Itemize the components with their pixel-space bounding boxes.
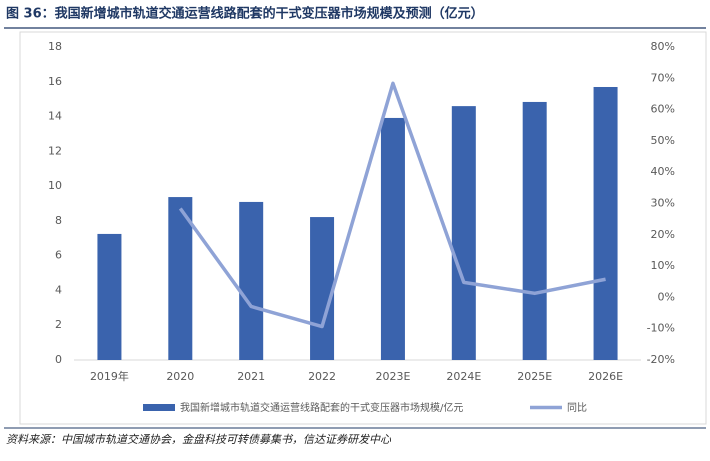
x-tick-label: 2023E xyxy=(375,370,410,383)
chart-frame xyxy=(19,31,707,425)
x-tick-label: 2022 xyxy=(308,370,336,383)
x-tick-label: 2024E xyxy=(446,370,481,383)
y2-tick-label: 50% xyxy=(651,134,675,147)
bar xyxy=(239,201,264,360)
y2-tick-label: 40% xyxy=(651,165,675,178)
y-tick-label: 14 xyxy=(48,110,62,123)
legend-label: 同比 xyxy=(567,402,587,414)
y2-tick-label: 10% xyxy=(651,259,675,272)
x-tick-label: 2026E xyxy=(588,370,623,383)
legend-label: 我国新增城市轨道交通运营线路配套的干式变压器市场规模/亿元 xyxy=(180,401,463,414)
bar xyxy=(451,106,476,360)
y-tick-label: 18 xyxy=(48,40,62,53)
y-tick-label: 2 xyxy=(55,318,62,331)
y2-tick-label: 80% xyxy=(651,40,675,53)
chart-title: 图 36：我国新增城市轨道交通运营线路配套的干式变压器市场规模及预测（亿元） xyxy=(6,6,484,22)
legend-swatch xyxy=(143,404,175,411)
bar xyxy=(380,117,405,361)
y-tick-label: 10 xyxy=(48,179,62,192)
bar xyxy=(593,86,618,360)
bar xyxy=(522,101,547,361)
bar xyxy=(310,217,335,360)
y2-tick-label: -10% xyxy=(647,322,675,335)
y-tick-label: 8 xyxy=(55,214,62,227)
y2-tick-label: 20% xyxy=(651,228,675,241)
y2-tick-label: 0% xyxy=(658,290,675,303)
x-tick-label: 2019年 xyxy=(90,369,129,383)
x-tick-label: 2020 xyxy=(166,370,194,383)
y-tick-label: 16 xyxy=(48,75,62,88)
x-tick-label: 2025E xyxy=(517,370,552,383)
source-note: 资料来源：中国城市轨道交通协会，金盘科技可转债募集书，信达证券研发中心 xyxy=(6,433,392,446)
x-tick-label: 2021 xyxy=(237,370,265,383)
y-tick-label: 0 xyxy=(55,353,62,366)
line xyxy=(178,81,606,329)
y2-tick-label: 70% xyxy=(651,71,675,84)
y-tick-label: 6 xyxy=(55,249,62,262)
y2-tick-label: 30% xyxy=(651,197,675,210)
bar xyxy=(168,197,193,360)
bar xyxy=(97,233,122,360)
y-tick-label: 12 xyxy=(48,144,62,157)
y-tick-label: 4 xyxy=(55,283,62,296)
y2-tick-label: -20% xyxy=(647,353,675,366)
y2-tick-label: 60% xyxy=(651,103,675,116)
